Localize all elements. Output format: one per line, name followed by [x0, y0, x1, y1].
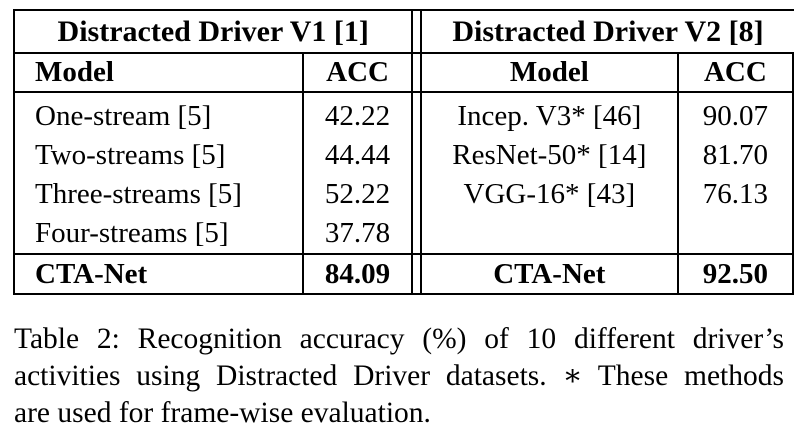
double-separator	[411, 214, 422, 253]
right-final-acc: 92.50	[678, 253, 794, 295]
header-right-model: Model	[421, 54, 679, 93]
right-model-cell	[422, 214, 679, 253]
table-row: Two-streams [5] 44.44 ResNet-50* [14] 81…	[13, 136, 794, 175]
v2-title: Distracted Driver V2 [8]	[421, 9, 794, 54]
table-row: One-stream [5] 42.22 Incep. V3* [46] 90.…	[13, 93, 794, 136]
right-model-cell: Incep. V3* [46]	[422, 93, 679, 136]
left-model-cell: Two-streams [5]	[13, 136, 304, 175]
left-acc-cell: 37.78	[324, 217, 391, 249]
left-acc-cell: 52.22	[324, 178, 391, 210]
caption-line-1: Table 2: Recognition accuracy (%) of 10 …	[14, 323, 784, 355]
left-final-model: CTA-Net	[13, 253, 304, 295]
right-acc-cell: 90.07	[679, 93, 794, 136]
double-separator	[411, 175, 422, 214]
results-table: Distracted Driver V1 [1] Distracted Driv…	[13, 9, 794, 295]
left-final-acc: 84.09	[303, 253, 412, 295]
table-final-row: CTA-Net 84.09 CTA-Net 92.50	[13, 253, 794, 295]
left-acc-cell: 42.22	[324, 100, 391, 132]
table-header-row: Model ACC Model ACC	[13, 54, 794, 93]
right-acc-cell: 81.70	[679, 136, 794, 175]
left-model-cell: Four-streams [5]	[13, 214, 304, 253]
right-acc-cell: 76.13	[679, 175, 794, 214]
left-acc-cell: 44.44	[324, 139, 391, 171]
double-separator	[411, 136, 422, 175]
right-model-cell: VGG-16* [43]	[422, 175, 679, 214]
right-final-model: CTA-Net	[421, 253, 679, 295]
header-left-acc: ACC	[303, 54, 412, 93]
caption-line-3: are used for frame-wise evaluation.	[14, 397, 431, 429]
double-separator	[411, 253, 422, 295]
double-separator	[411, 9, 422, 54]
table-caption: Table 2: Recognition accuracy (%) of 10 …	[14, 321, 784, 432]
double-separator	[411, 54, 422, 93]
v1-title: Distracted Driver V1 [1]	[13, 9, 412, 54]
right-model-cell: ResNet-50* [14]	[422, 136, 679, 175]
header-left-model: Model	[13, 54, 304, 93]
double-separator	[411, 93, 422, 136]
left-model-cell: Three-streams [5]	[13, 175, 304, 214]
caption-line-2: activities using Distracted Driver datas…	[14, 360, 784, 392]
table-title-row: Distracted Driver V1 [1] Distracted Driv…	[13, 9, 794, 54]
table-row: Three-streams [5] 52.22 VGG-16* [43] 76.…	[13, 175, 794, 214]
header-right-acc: ACC	[678, 54, 794, 93]
right-acc-cell	[679, 214, 794, 253]
table-row: Four-streams [5] 37.78	[13, 214, 794, 253]
left-model-cell: One-stream [5]	[13, 93, 304, 136]
